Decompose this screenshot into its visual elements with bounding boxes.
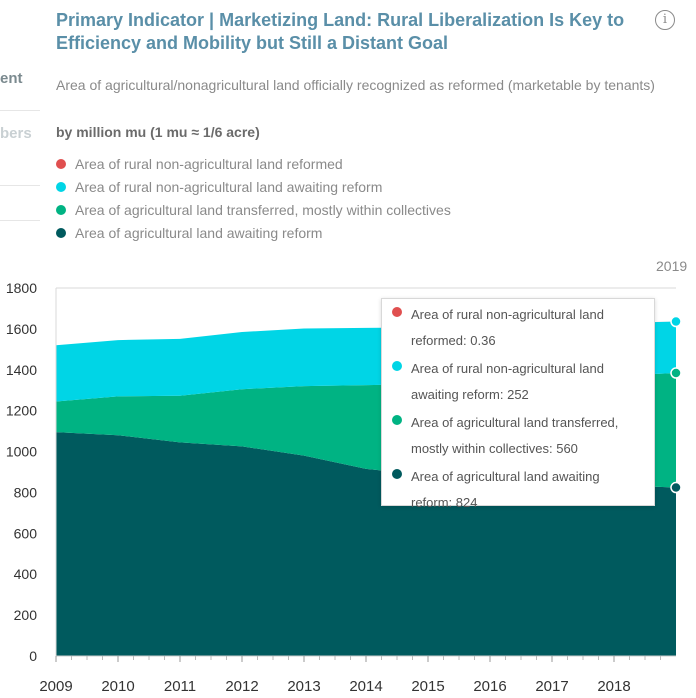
legend-dot-icon xyxy=(56,181,66,192)
left-nav-strip: ent bers xyxy=(0,0,40,230)
left-nav-divider xyxy=(0,110,40,111)
x-tick-label: 2009 xyxy=(39,678,72,695)
legend-dot-icon xyxy=(56,227,66,238)
legend-label: Area of rural non-agricultural land awai… xyxy=(75,178,383,195)
hover-year-label: 2019 xyxy=(656,258,688,274)
tooltip-item: Area of rural non-agricultural land refo… xyxy=(392,302,646,353)
hover-point xyxy=(670,315,682,328)
x-tick-label: 2017 xyxy=(535,678,568,695)
y-tick-label: 400 xyxy=(14,566,38,582)
unit-label: by million mu (1 mu ≈ 1/6 acre) xyxy=(56,124,260,140)
tooltip-text: Area of rural non-agricultural land refo… xyxy=(411,307,604,348)
tooltip-item: Area of agricultural land awaiting refor… xyxy=(392,464,646,515)
tooltip-dot-icon xyxy=(392,469,402,479)
legend-item[interactable]: Area of rural non-agricultural land awai… xyxy=(56,175,451,198)
x-tick-label: 2018 xyxy=(597,678,630,695)
x-tick-label: 2013 xyxy=(287,678,320,695)
tooltip-text: Area of agricultural land awaiting refor… xyxy=(411,469,600,510)
legend-item[interactable]: Area of agricultural land awaiting refor… xyxy=(56,221,451,244)
tooltip-item: Area of agricultural land transferred, m… xyxy=(392,410,646,461)
chart-tooltip: Area of rural non-agricultural land refo… xyxy=(381,298,655,510)
tooltip-item: Area of rural non-agricultural land awai… xyxy=(392,356,646,407)
tooltip-dot-icon xyxy=(392,415,402,425)
tooltip-text: Area of rural non-agricultural land awai… xyxy=(411,361,604,402)
y-tick-label: 1200 xyxy=(6,403,37,419)
legend-label: Area of rural non-agricultural land refo… xyxy=(75,155,343,172)
x-tick-label: 2010 xyxy=(101,678,134,695)
legend-dot-icon xyxy=(56,158,66,169)
hover-point xyxy=(670,367,682,379)
legend-label: Area of agricultural land transferred, m… xyxy=(75,201,451,218)
y-tick-label: 200 xyxy=(14,607,38,623)
legend-dot-icon xyxy=(56,204,66,215)
y-tick-label: 1800 xyxy=(6,280,37,296)
page-title: Primary Indicator | Marketizing Land: Ru… xyxy=(56,10,625,53)
x-tick-label: 2014 xyxy=(349,678,382,695)
tooltip-text: Area of agricultural land transferred, m… xyxy=(411,415,619,456)
info-icon[interactable]: i xyxy=(655,10,675,30)
legend-item[interactable]: Area of agricultural land transferred, m… xyxy=(56,198,451,221)
y-tick-label: 600 xyxy=(14,525,38,541)
x-tick-label: 2011 xyxy=(164,678,196,695)
left-nav-item[interactable]: bers xyxy=(0,125,32,142)
y-tick-label: 1000 xyxy=(6,444,37,460)
hover-point xyxy=(670,481,682,494)
y-tick-label: 1400 xyxy=(6,362,37,378)
y-tick-label: 0 xyxy=(29,648,37,664)
tooltip-dot-icon xyxy=(392,361,402,371)
y-tick-label: 800 xyxy=(14,484,38,500)
x-tick-label: 2012 xyxy=(225,678,258,695)
chart-subtitle: Area of agricultural/nonagricultural lan… xyxy=(56,77,655,93)
legend-item[interactable]: Area of rural non-agricultural land refo… xyxy=(56,152,451,175)
legend: Area of rural non-agricultural land refo… xyxy=(56,152,451,244)
y-tick-label: 1600 xyxy=(6,321,37,337)
left-nav-item[interactable]: ent xyxy=(0,70,23,87)
legend-label: Area of agricultural land awaiting refor… xyxy=(75,224,323,241)
tooltip-dot-icon xyxy=(392,307,402,317)
x-tick-label: 2015 xyxy=(411,678,444,695)
x-tick-label: 2016 xyxy=(473,678,506,695)
left-nav-divider xyxy=(0,185,40,186)
left-nav-divider xyxy=(0,220,40,221)
